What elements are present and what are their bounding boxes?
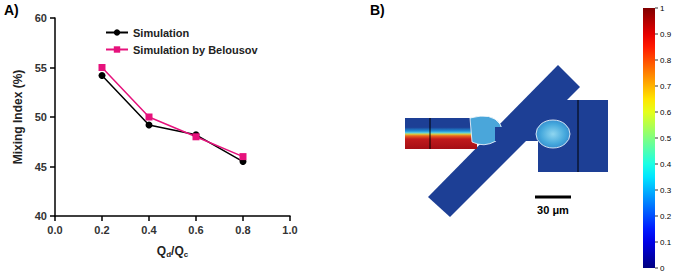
svg-text:1: 1 xyxy=(660,4,665,13)
svg-text:0.0: 0.0 xyxy=(47,224,62,236)
svg-text:d: d xyxy=(166,249,172,259)
svg-text:0.4: 0.4 xyxy=(660,160,672,169)
svg-text:1.0: 1.0 xyxy=(282,224,297,236)
svg-text:A): A) xyxy=(4,2,19,18)
svg-text:40: 40 xyxy=(35,210,47,222)
svg-text:/Q: /Q xyxy=(171,244,184,258)
svg-text:Q: Q xyxy=(157,244,166,258)
svg-text:50: 50 xyxy=(35,111,47,123)
svg-text:0.7: 0.7 xyxy=(660,82,672,91)
svg-text:0.6: 0.6 xyxy=(660,108,672,117)
svg-text:55: 55 xyxy=(35,62,47,74)
svg-text:c: c xyxy=(184,250,189,259)
svg-text:0.6: 0.6 xyxy=(188,224,203,236)
svg-text:0.9: 0.9 xyxy=(660,30,672,39)
svg-text:0.5: 0.5 xyxy=(660,134,672,143)
svg-text:0.8: 0.8 xyxy=(235,224,250,236)
svg-text:0.3: 0.3 xyxy=(660,186,672,195)
svg-text:Simulation by Belousov: Simulation by Belousov xyxy=(133,44,259,56)
svg-text:30 μm: 30 μm xyxy=(537,204,569,216)
svg-text:0.2: 0.2 xyxy=(660,212,672,221)
svg-text:0.8: 0.8 xyxy=(660,56,672,65)
svg-text:0: 0 xyxy=(660,264,665,273)
svg-text:B): B) xyxy=(370,2,385,18)
svg-text:60: 60 xyxy=(35,12,47,24)
svg-text:45: 45 xyxy=(35,161,47,173)
svg-text:Mixing Index (%): Mixing Index (%) xyxy=(11,70,25,165)
svg-text:0.4: 0.4 xyxy=(141,224,157,236)
svg-text:0.1: 0.1 xyxy=(660,238,672,247)
svg-text:Simulation: Simulation xyxy=(133,27,190,39)
svg-text:0.2: 0.2 xyxy=(94,224,109,236)
